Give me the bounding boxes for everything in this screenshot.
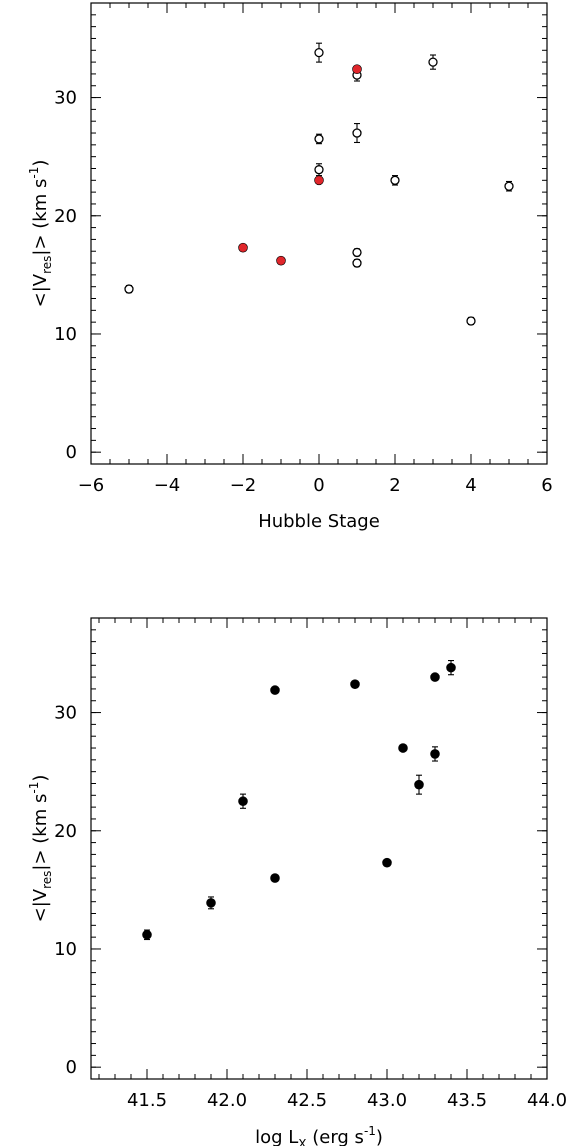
c0-x-axis-label: Hubble Stage — [258, 511, 380, 532]
data-point — [206, 898, 216, 908]
data-point — [504, 181, 514, 191]
data-point — [352, 64, 362, 74]
c1-x-tick-label: 44.0 — [527, 1090, 567, 1111]
data-point — [270, 873, 280, 883]
data-point — [270, 685, 280, 695]
data-point — [314, 47, 324, 58]
c1-y-axis-label: <|Vres|> (km s-1) — [27, 775, 54, 923]
data-point — [428, 57, 438, 67]
data-point — [352, 247, 362, 258]
c0-frame — [90, 2, 548, 465]
data-point — [382, 857, 392, 868]
data-point — [430, 749, 440, 759]
data-point — [142, 929, 152, 940]
c0-marks: −6 −4 −2 0 2 4 6 0 10 20 30 — [54, 2, 553, 496]
data-point — [314, 175, 324, 186]
data-point — [124, 284, 134, 294]
c1-x-axis-label: log LX (erg s-1) — [255, 1124, 383, 1146]
data-point — [352, 128, 362, 138]
c1-x-tick-label: 43.0 — [367, 1090, 407, 1111]
data-point — [414, 779, 424, 790]
data-point — [238, 242, 248, 253]
c0-x-tick-label: 0 — [313, 475, 324, 496]
c1-x-tick-label: 41.5 — [127, 1090, 167, 1111]
data-point — [352, 258, 362, 268]
c0-x-tick-label: −6 — [78, 475, 105, 496]
c0-x-tick-label: −2 — [230, 475, 257, 496]
chart-hubble-stage: −6 −4 −2 0 2 4 6 0 10 20 30 Hubble Stage <|Vres|> … — [27, 2, 553, 532]
c1-y-tick-label: 0 — [66, 1057, 77, 1078]
c1-y-tick-label: 30 — [54, 703, 77, 724]
c1-y-tick-label: 20 — [54, 821, 77, 842]
c1-x-tick-label: 42.0 — [207, 1090, 247, 1111]
data-point — [238, 796, 248, 807]
c0-x-tick-label: 6 — [541, 475, 552, 496]
c1-x-tick-label: 42.5 — [287, 1090, 327, 1111]
data-point — [446, 662, 456, 673]
c1-marks: 41.5 42.0 42.5 43.0 43.5 44.0 0 10 20 30 — [54, 617, 567, 1111]
c0-y-tick-label: 0 — [66, 442, 77, 463]
data-point — [390, 175, 400, 185]
c0-y-tick-label: 10 — [54, 324, 77, 345]
c1-frame — [90, 617, 548, 1080]
data-point — [314, 165, 324, 175]
c0-x-tick-label: 2 — [389, 475, 400, 496]
c0-y-tick-label: 20 — [54, 206, 77, 227]
data-point — [466, 316, 476, 326]
c1-x-tick-label: 43.5 — [447, 1090, 487, 1111]
c1-y-tick-label: 10 — [54, 939, 77, 960]
chart-log-lx: 41.5 42.0 42.5 43.0 43.5 44.0 0 10 20 30 log LX (… — [27, 617, 567, 1146]
c0-x-tick-label: 4 — [465, 475, 476, 496]
data-point — [430, 672, 440, 682]
data-point — [350, 679, 360, 689]
c0-y-tick-label: 30 — [54, 88, 77, 109]
c0-x-tick-label: −4 — [154, 475, 181, 496]
c0-y-axis-label: <|Vres|> (km s-1) — [27, 160, 54, 308]
data-point — [314, 134, 324, 144]
data-point — [276, 255, 286, 266]
data-point — [398, 743, 408, 753]
